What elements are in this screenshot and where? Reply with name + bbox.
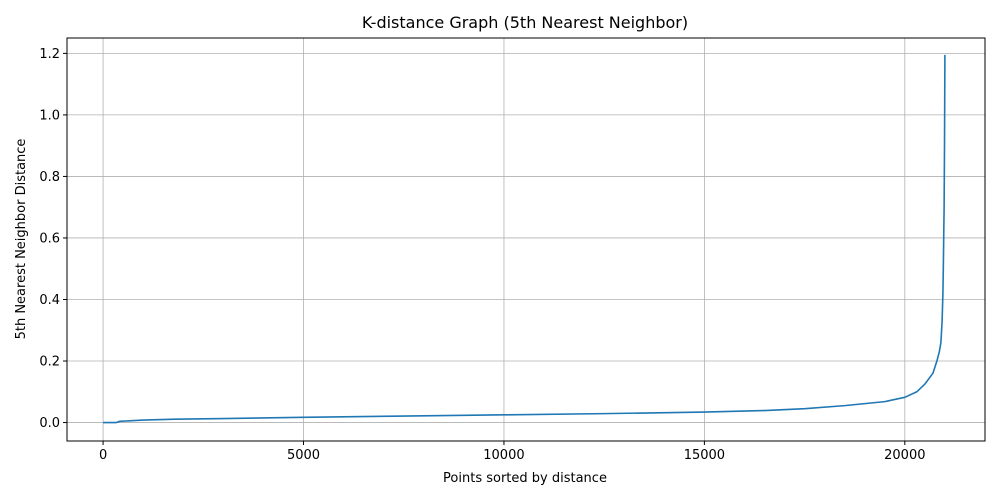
y-tick-label: 0.4 bbox=[39, 293, 60, 308]
y-axis-label: 5th Nearest Neighbor Distance bbox=[14, 139, 29, 340]
grid bbox=[67, 38, 985, 441]
x-tick-label: 5000 bbox=[287, 448, 320, 463]
x-axis-ticks: 0 5000 10000 15000 20000 bbox=[99, 441, 926, 463]
series-line bbox=[103, 54, 946, 424]
x-axis-label: Points sorted by distance bbox=[443, 471, 607, 486]
y-tick-label: 0.6 bbox=[39, 231, 60, 246]
plot-area-frame bbox=[66, 37, 986, 442]
y-tick-label: 1.0 bbox=[39, 108, 60, 123]
x-tick-label: 20000 bbox=[884, 448, 925, 463]
y-tick-label: 0.8 bbox=[39, 170, 60, 185]
x-tick-label: 0 bbox=[99, 448, 107, 463]
x-tick-label: 15000 bbox=[684, 448, 725, 463]
y-tick-label: 1.2 bbox=[39, 47, 60, 62]
chart-title: K-distance Graph (5th Nearest Neighbor) bbox=[362, 13, 688, 32]
series-layer bbox=[103, 54, 946, 424]
y-tick-label: 0.0 bbox=[39, 416, 60, 431]
y-axis-ticks: 0.0 0.2 0.4 0.6 0.8 1.0 1.2 bbox=[39, 47, 67, 431]
y-tick-label: 0.2 bbox=[39, 355, 60, 370]
x-tick-label: 10000 bbox=[483, 448, 524, 463]
